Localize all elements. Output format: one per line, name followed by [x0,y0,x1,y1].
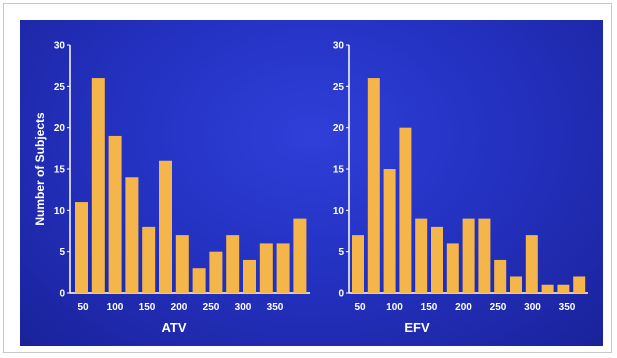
y-tick-label: 30 [333,41,345,52]
histogram-bar [108,135,122,293]
histogram-bar [494,259,507,293]
y-tick-label: 15 [333,165,345,176]
x-tick-label: 100 [386,302,403,313]
histogram-bar [557,284,570,293]
histogram-bar [259,243,273,293]
image-frame: 0 5 10 15 20 25 30 50 100 150 200 250 300 350 ATV Numbe… [3,3,612,353]
histogram-bar [478,218,491,293]
y-tick-label: 5 [59,247,65,258]
y-tick-label: 25 [54,82,66,93]
y-tick-label: 20 [54,123,66,134]
histogram-bar [125,177,139,293]
y-tick-label: 20 [333,123,345,134]
x-tick-label: 300 [235,302,252,313]
x-tick-label: 350 [267,302,284,313]
x-tick-label: 250 [203,302,220,313]
y-axis-label: Number of Subjects [33,112,47,226]
y-tick-label: 25 [333,82,345,93]
x-tick-label: 250 [490,302,507,313]
y-tick-label: 10 [333,206,345,217]
histogram-bar [431,226,443,293]
histogram-bar [75,202,88,293]
x-tick-label: 350 [559,302,576,313]
histogram-bar [462,218,475,293]
histogram-bar [142,226,156,293]
histogram-bar [446,243,459,293]
histogram-bar [192,268,206,293]
x-tick-label: 50 [77,302,89,313]
histogram-bar [399,127,412,294]
histogram-bar [415,218,428,293]
y-tick-label: 30 [54,41,66,52]
x-axis-label: ATV [161,320,186,335]
x-tick-label: 150 [421,302,438,313]
histogram-bar [573,276,586,293]
y-tick-label: 0 [338,289,344,300]
histogram-bar [91,78,105,293]
histogram-bar [226,235,240,293]
y-tick-label: 5 [338,247,344,258]
histogram-bar [383,169,396,293]
chart-slide: 0 5 10 15 20 25 30 50 100 150 200 250 300 350 ATV Numbe… [20,20,603,346]
x-tick-label: 150 [139,302,156,313]
x-tick-label: 50 [354,302,366,313]
histogram-bar [209,251,223,293]
histogram-bar [352,235,364,293]
y-tick-label: 15 [54,165,66,176]
y-tick-label: 10 [54,206,66,217]
histogram-bar [510,276,522,293]
x-tick-label: 200 [171,302,188,313]
histogram-bar [293,218,307,293]
histogram-bar [159,160,172,293]
histogram-bar [541,284,554,293]
x-tick-label: 100 [107,302,124,313]
histogram-bar [175,235,189,293]
x-tick-label: 200 [455,302,472,313]
x-tick-label: 300 [524,302,541,313]
x-axis-label: EFV [404,320,430,335]
histogram-bar [525,235,538,293]
y-tick-label: 0 [59,289,65,300]
histogram-bar [367,78,380,293]
histogram-bar [276,243,290,293]
histogram-bar [243,259,256,293]
